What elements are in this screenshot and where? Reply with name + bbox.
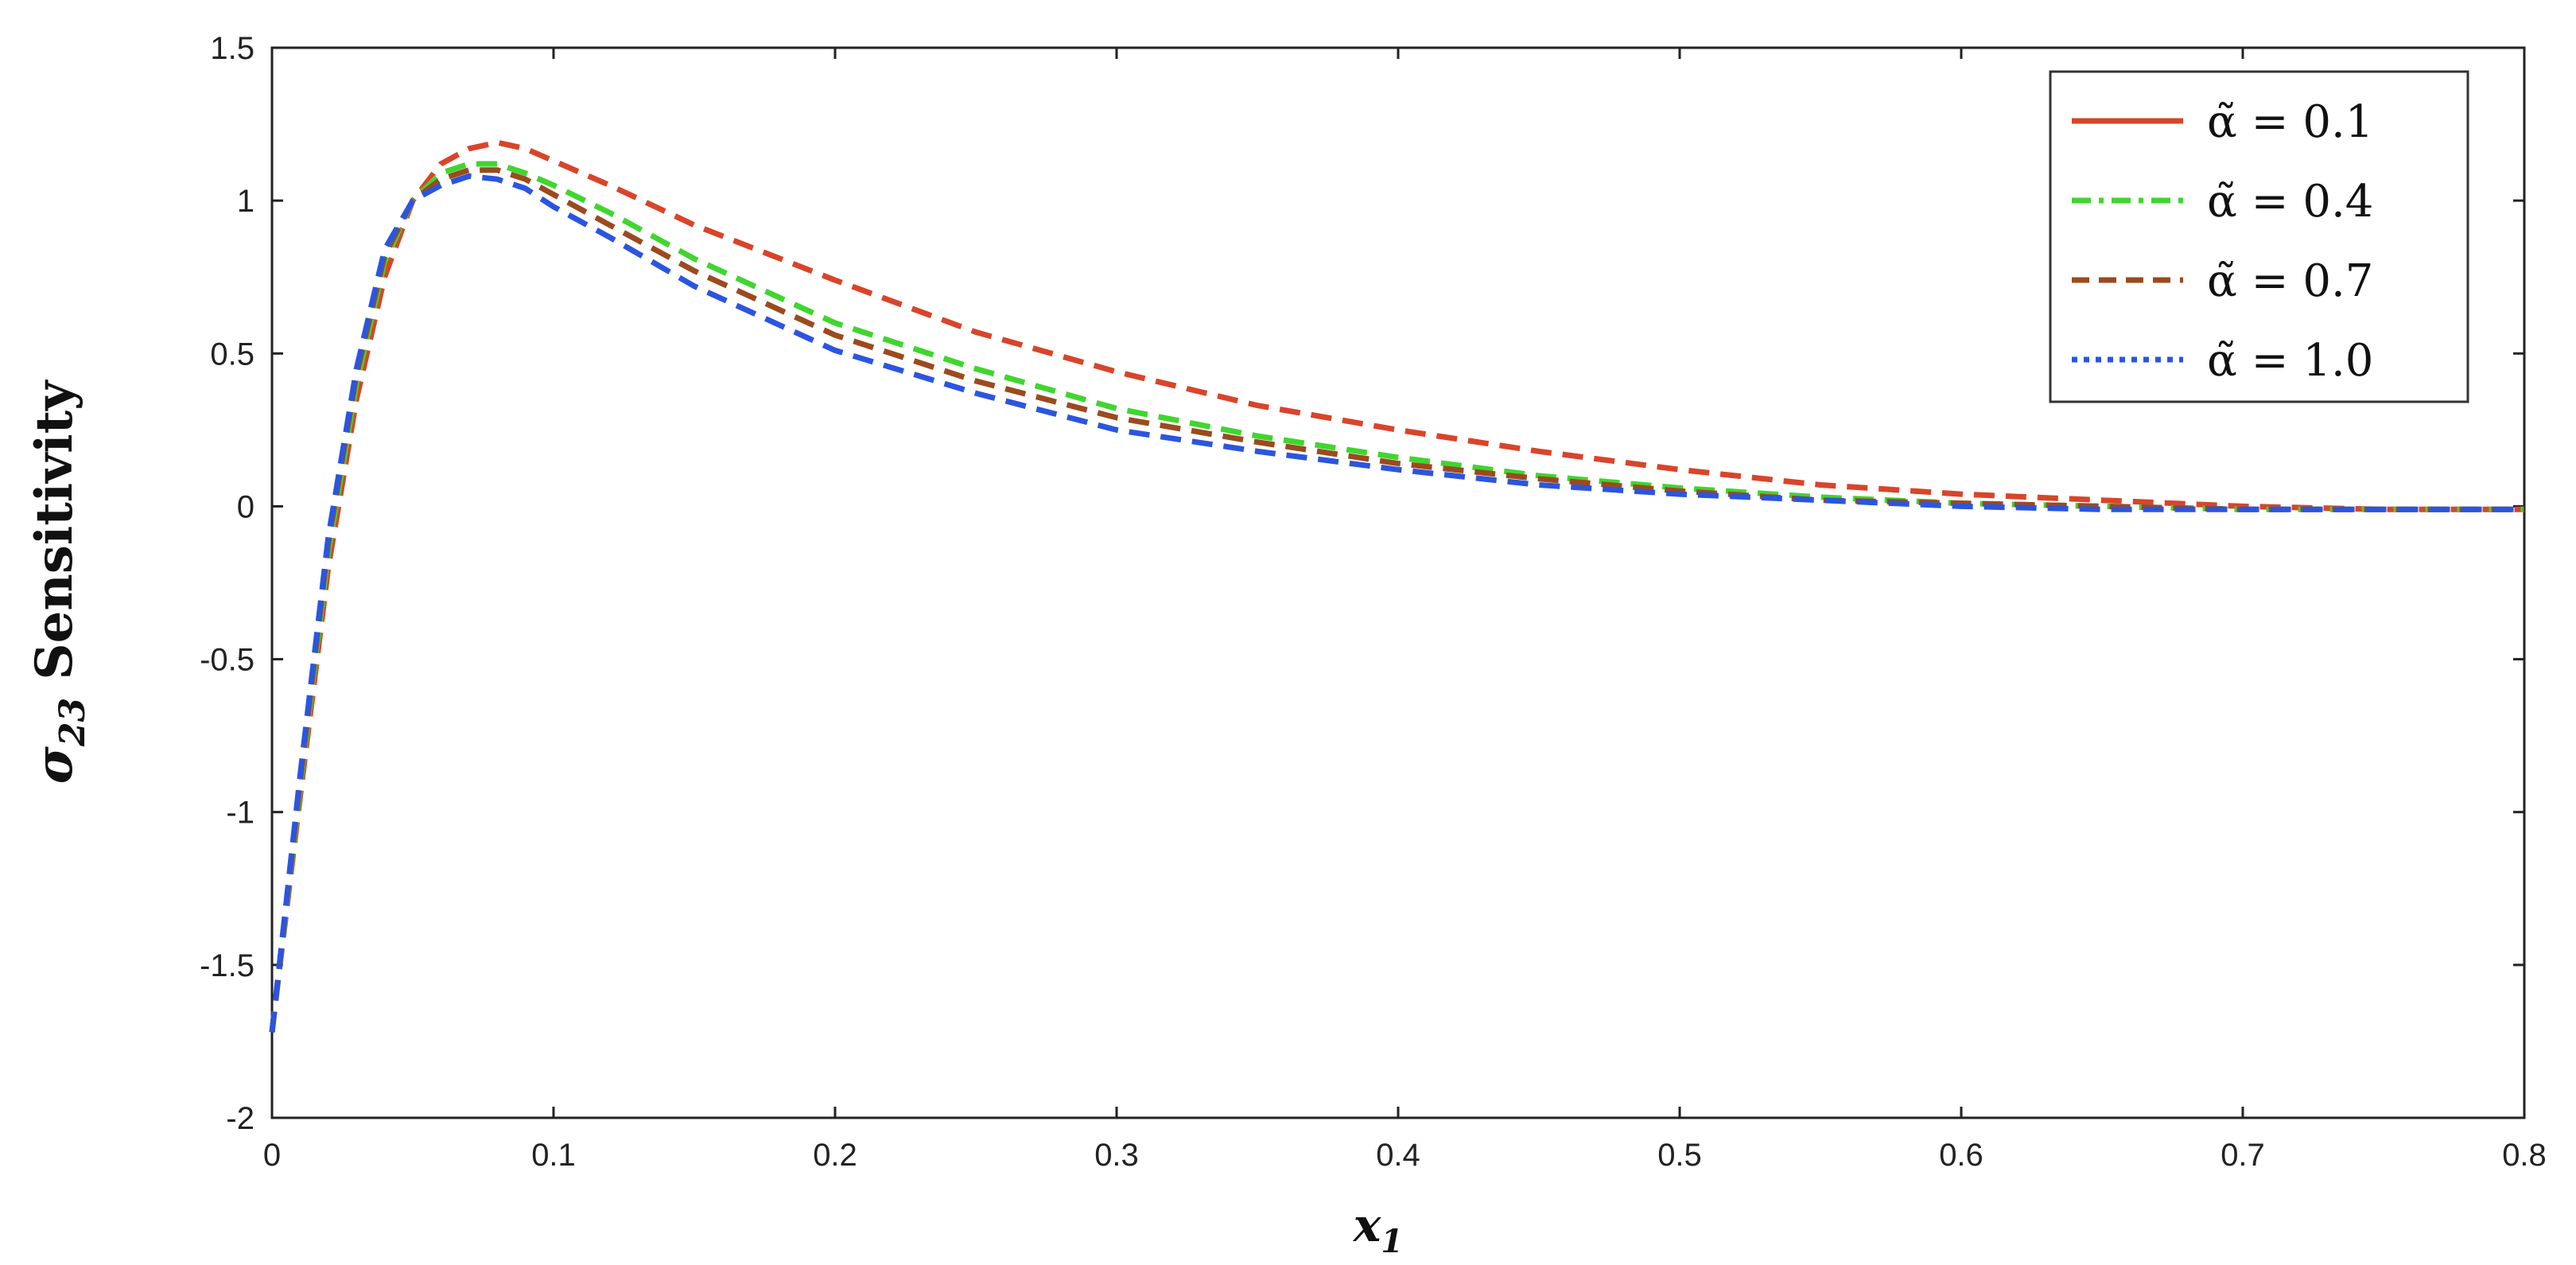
x-tick-label: 0.3: [1094, 1138, 1139, 1173]
y-tick-label: 1: [237, 184, 254, 219]
x-axis-title: x1: [1352, 1198, 1403, 1260]
legend-label-3: α̃ = 0.7: [2207, 255, 2373, 307]
legend-label-2: α̃ = 0.4: [2207, 176, 2373, 228]
axis-ticks: 0 0.1 0.2 0.3 0.4 0.5 0.6 0.7 0.8 1.5 1 0.5 0 -0.5 -1 -…: [200, 31, 2547, 1173]
y-axis-title-suffix: Sensitivity: [25, 380, 84, 698]
x-tick-label: 0.5: [1657, 1138, 1702, 1173]
series-line-4: [269, 173, 2524, 1033]
x-tick-label: 0.7: [2220, 1138, 2265, 1173]
x-axis-title-main: x: [1352, 1198, 1382, 1252]
series-layer: [269, 139, 2524, 1033]
legend-label-1: α̃ = 0.1: [2207, 96, 2373, 148]
x-tick-label: 0.1: [531, 1138, 576, 1173]
y-tick-label: 0: [237, 489, 254, 524]
legend: α̃ = 0.1 α̃ = 0.4 α̃ = 0.7 α̃ = 1.0: [2049, 70, 2469, 403]
y-axis-title-sub: 23: [52, 698, 93, 747]
series-line-1: [269, 139, 2524, 1033]
y-tick-label: 0.5: [210, 337, 254, 372]
x-tick-label: 0.6: [1939, 1138, 1983, 1173]
y-axis-title: σ23 Sensitivity: [25, 380, 93, 784]
x-tick-label: 0: [263, 1138, 281, 1173]
x-axis-title-sub: 1: [1381, 1223, 1403, 1260]
x-tick-label: 0.4: [1376, 1138, 1420, 1173]
y-tick-label: -1: [226, 796, 254, 831]
y-axis-title-main: σ: [25, 745, 84, 784]
y-tick-label: 1.5: [210, 31, 254, 66]
legend-box: [2049, 70, 2469, 403]
x-tick-label: 0.8: [2502, 1138, 2547, 1173]
legend-label-4: α̃ = 1.0: [2207, 335, 2373, 387]
y-tick-label: -0.5: [200, 643, 254, 678]
y-tick-label: -2: [226, 1101, 254, 1136]
y-tick-label: -1.5: [200, 948, 254, 983]
x-tick-label: 0.2: [813, 1138, 857, 1173]
